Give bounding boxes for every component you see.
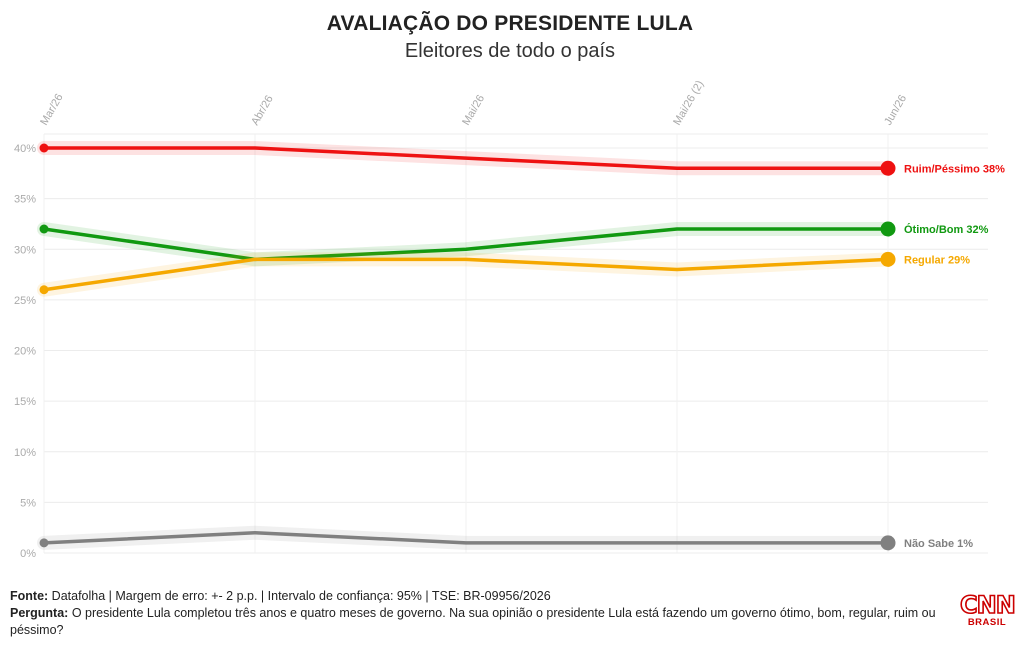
series-start-point	[39, 285, 49, 295]
series-end-point	[880, 535, 896, 551]
series-line	[42, 146, 890, 170]
series-line	[42, 257, 890, 292]
footer: Fonte: Datafolha | Margem de erro: +- 2 …	[10, 588, 960, 639]
y-tick-label: 30%	[14, 244, 36, 256]
y-tick-label: 10%	[14, 447, 36, 459]
y-tick-label: 0%	[20, 548, 36, 560]
x-tick-label: Mai/26 (2)	[671, 79, 706, 128]
chart-title: AVALIAÇÃO DO PRESIDENTE LULA	[326, 12, 694, 35]
series-end-label: Não Sabe 1%	[904, 538, 973, 550]
x-tick-label: Mar/26	[38, 92, 66, 128]
source-label: Fonte:	[10, 589, 49, 603]
series-start-point	[39, 538, 49, 548]
y-tick-label: 15%	[14, 396, 36, 408]
series-end-point	[880, 160, 896, 176]
y-tick-label: 20%	[14, 346, 36, 358]
y-tick-label: 35%	[14, 194, 36, 206]
x-tick-label: Abr/26	[249, 93, 276, 127]
question-text: O presidente Lula completou três anos e …	[10, 606, 936, 637]
logo-sub: BRASIL	[967, 617, 1007, 628]
series-start-point	[39, 143, 49, 153]
series-line	[42, 531, 890, 545]
question-line: Pergunta: O presidente Lula completou tr…	[10, 605, 960, 639]
x-tick-label: Jun/26	[882, 93, 909, 128]
y-tick-label: 40%	[14, 143, 36, 155]
x-tick-label: Mai/26	[460, 93, 487, 128]
source-line: Fonte: Datafolha | Margem de erro: +- 2 …	[10, 588, 960, 605]
y-tick-label: 25%	[14, 295, 36, 307]
series-end-label: Regular 29%	[904, 254, 970, 266]
series-end-label: Ótimo/Bom 32%	[904, 223, 989, 236]
series-end-point	[880, 251, 896, 267]
line-chart: 0% 5% 10% 15% 20% 25% 30% 35% 40% Mar/26 Abr/26 Mai…	[14, 79, 1005, 560]
y-tick-label: 5%	[20, 497, 36, 509]
cnn-brasil-logo: CNN BRASIL	[959, 591, 1016, 628]
series-line	[42, 227, 890, 262]
series-end-point	[880, 221, 896, 237]
logo-mark: CNN	[959, 591, 1016, 619]
question-label: Pergunta:	[10, 606, 69, 620]
chart-subtitle: Eleitores de todo o país	[404, 40, 616, 62]
series-end-label: Ruim/Péssimo 38%	[904, 163, 1005, 175]
source-text: Datafolha | Margem de erro: +- 2 p.p. | …	[51, 589, 551, 603]
series-start-point	[39, 224, 49, 234]
